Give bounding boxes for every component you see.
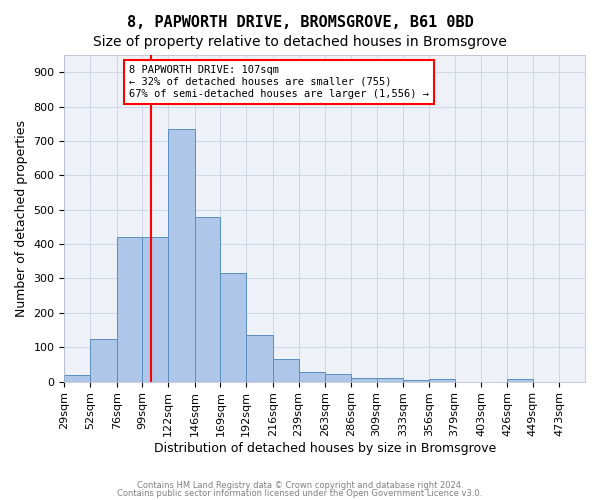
Bar <box>507 379 533 382</box>
X-axis label: Distribution of detached houses by size in Bromsgrove: Distribution of detached houses by size … <box>154 442 496 455</box>
Bar <box>64 374 90 382</box>
Bar <box>429 379 455 382</box>
Bar <box>246 335 273 382</box>
Y-axis label: Number of detached properties: Number of detached properties <box>15 120 28 317</box>
Bar <box>351 378 377 382</box>
Bar <box>142 237 168 382</box>
Bar <box>325 374 351 382</box>
Bar <box>220 274 246 382</box>
Bar <box>117 237 142 382</box>
Text: Contains public sector information licensed under the Open Government Licence v3: Contains public sector information licen… <box>118 488 482 498</box>
Text: Contains HM Land Registry data © Crown copyright and database right 2024.: Contains HM Land Registry data © Crown c… <box>137 481 463 490</box>
Bar <box>273 358 299 382</box>
Text: Size of property relative to detached houses in Bromsgrove: Size of property relative to detached ho… <box>93 35 507 49</box>
Bar <box>90 338 117 382</box>
Text: 8 PAPWORTH DRIVE: 107sqm
← 32% of detached houses are smaller (755)
67% of semi-: 8 PAPWORTH DRIVE: 107sqm ← 32% of detach… <box>129 66 429 98</box>
Bar <box>377 378 403 382</box>
Bar <box>299 372 325 382</box>
Bar <box>403 380 429 382</box>
Bar <box>168 129 195 382</box>
Bar <box>195 216 220 382</box>
Text: 8, PAPWORTH DRIVE, BROMSGROVE, B61 0BD: 8, PAPWORTH DRIVE, BROMSGROVE, B61 0BD <box>127 15 473 30</box>
